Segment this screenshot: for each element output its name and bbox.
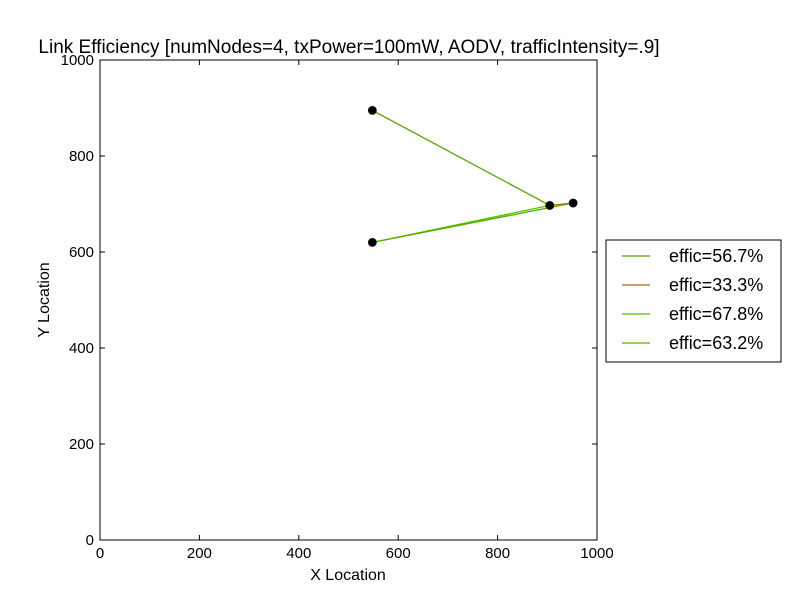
- chart-title: Link Efficiency [numNodes=4, txPower=100…: [38, 37, 659, 58]
- x-tick-label: 1000: [580, 545, 613, 562]
- y-axis-label: Y Location: [36, 262, 53, 337]
- x-tick-label: 800: [485, 545, 510, 562]
- node-point-4: [568, 198, 578, 208]
- axes: 0 200 400 600 800 1000 0 200 400 600 800 1000: [61, 52, 614, 562]
- y-tick-label: 200: [69, 436, 94, 453]
- legend-label-2: effic=33.3%: [669, 275, 763, 295]
- x-tick-label: 200: [187, 545, 212, 562]
- y-tick-label: 0: [86, 532, 94, 549]
- series-line-1: [372, 109, 551, 206]
- legend-label-4: effic=63.2%: [669, 333, 763, 353]
- y-tick-label: 400: [69, 340, 94, 357]
- y-tick-label: 600: [69, 244, 94, 261]
- legend-box: [605, 239, 782, 363]
- legend-label-1: effic=56.7%: [669, 246, 763, 266]
- plot-frame: [99, 59, 598, 541]
- x-tick-label: 600: [386, 545, 411, 562]
- x-tick-label: 400: [286, 545, 311, 562]
- node-point-1: [367, 106, 377, 115]
- y-tick-label: 1000: [61, 52, 94, 69]
- x-axis-label: X Location: [310, 567, 386, 584]
- legend: effic=56.7% effic=33.3% effic=67.8% effic=6…: [605, 239, 782, 363]
- x-tick-label: 0: [96, 545, 104, 562]
- y-tick-label: 800: [69, 148, 94, 165]
- plot-area: [367, 106, 578, 247]
- node-point-2: [367, 237, 377, 247]
- series-line-4: [372, 202, 574, 244]
- node-point-3: [545, 201, 555, 210]
- legend-label-3: effic=67.8%: [669, 304, 763, 324]
